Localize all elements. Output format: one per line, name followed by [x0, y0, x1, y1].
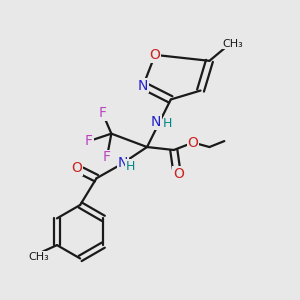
Text: O: O [188, 136, 199, 150]
Text: O: O [72, 161, 83, 176]
Text: N: N [151, 116, 161, 129]
Text: F: F [98, 106, 106, 120]
Text: O: O [150, 48, 160, 62]
Text: F: F [85, 134, 93, 148]
Text: CH₃: CH₃ [222, 39, 243, 49]
Text: H: H [163, 117, 172, 130]
Text: CH₃: CH₃ [29, 252, 50, 262]
Text: N: N [138, 79, 148, 92]
Text: O: O [173, 167, 184, 181]
Text: H: H [126, 160, 135, 173]
Text: F: F [103, 150, 111, 164]
Text: N: N [118, 156, 128, 170]
